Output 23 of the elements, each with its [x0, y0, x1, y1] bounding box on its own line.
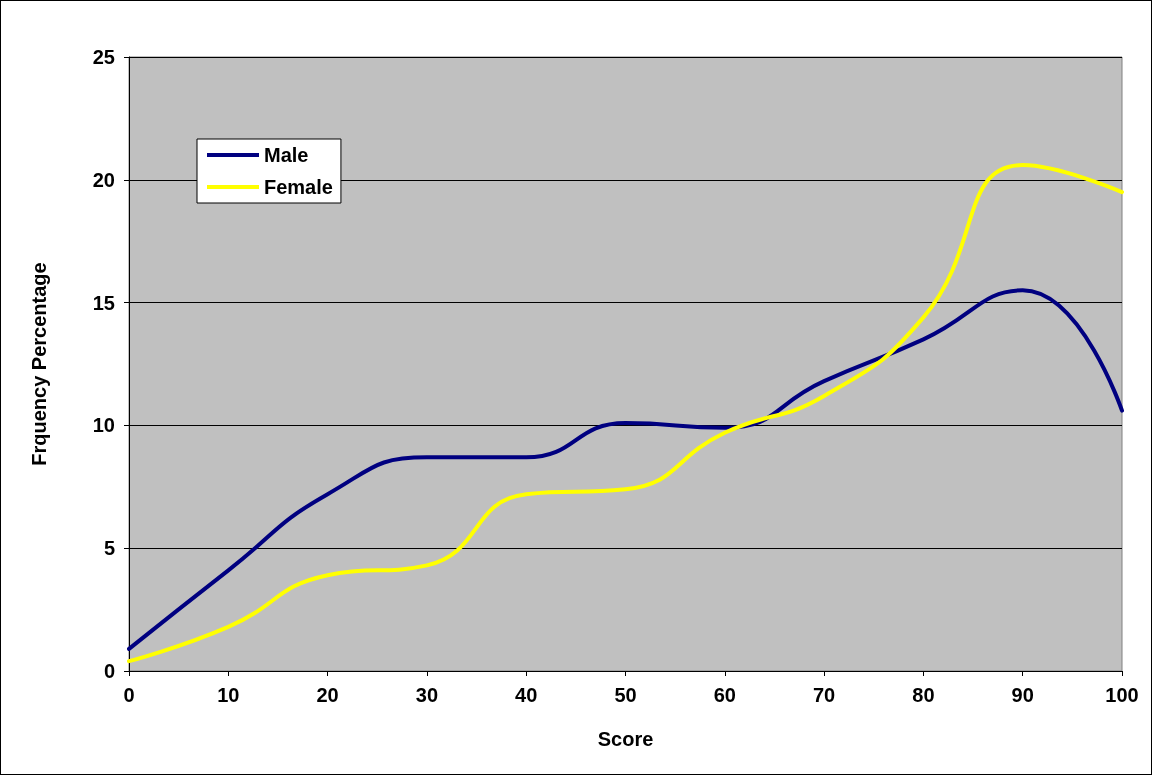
x-tick-label: 100 — [1105, 684, 1139, 706]
x-axis-title: Score — [597, 728, 654, 750]
y-tick-label: 10 — [92, 414, 115, 437]
line-series — [127, 163, 1124, 664]
x-tick-label: 50 — [614, 684, 637, 706]
x-tick-label: 90 — [1011, 684, 1034, 706]
y-tick-label: 0 — [103, 660, 115, 682]
x-tick-label: 0 — [123, 684, 135, 706]
x-tick-label: 20 — [316, 684, 339, 706]
y-axis-title: Frquency Percentage — [28, 262, 50, 466]
x-tick-label: 60 — [713, 684, 736, 706]
line-series — [127, 288, 1124, 651]
x-tick-label: 10 — [217, 684, 240, 706]
x-tick-label: 70 — [812, 684, 836, 706]
y-tick-label: 5 — [103, 537, 115, 560]
x-tick-label: 30 — [415, 684, 439, 706]
x-tick-label: 80 — [912, 684, 935, 706]
y-tick-label: 20 — [92, 168, 115, 191]
y-tick-label: 15 — [92, 291, 115, 314]
legend-label: Male — [264, 144, 309, 166]
x-tick-label: 40 — [515, 684, 538, 706]
y-tick-label: 25 — [92, 46, 115, 68]
legend-label: Female — [264, 176, 333, 198]
